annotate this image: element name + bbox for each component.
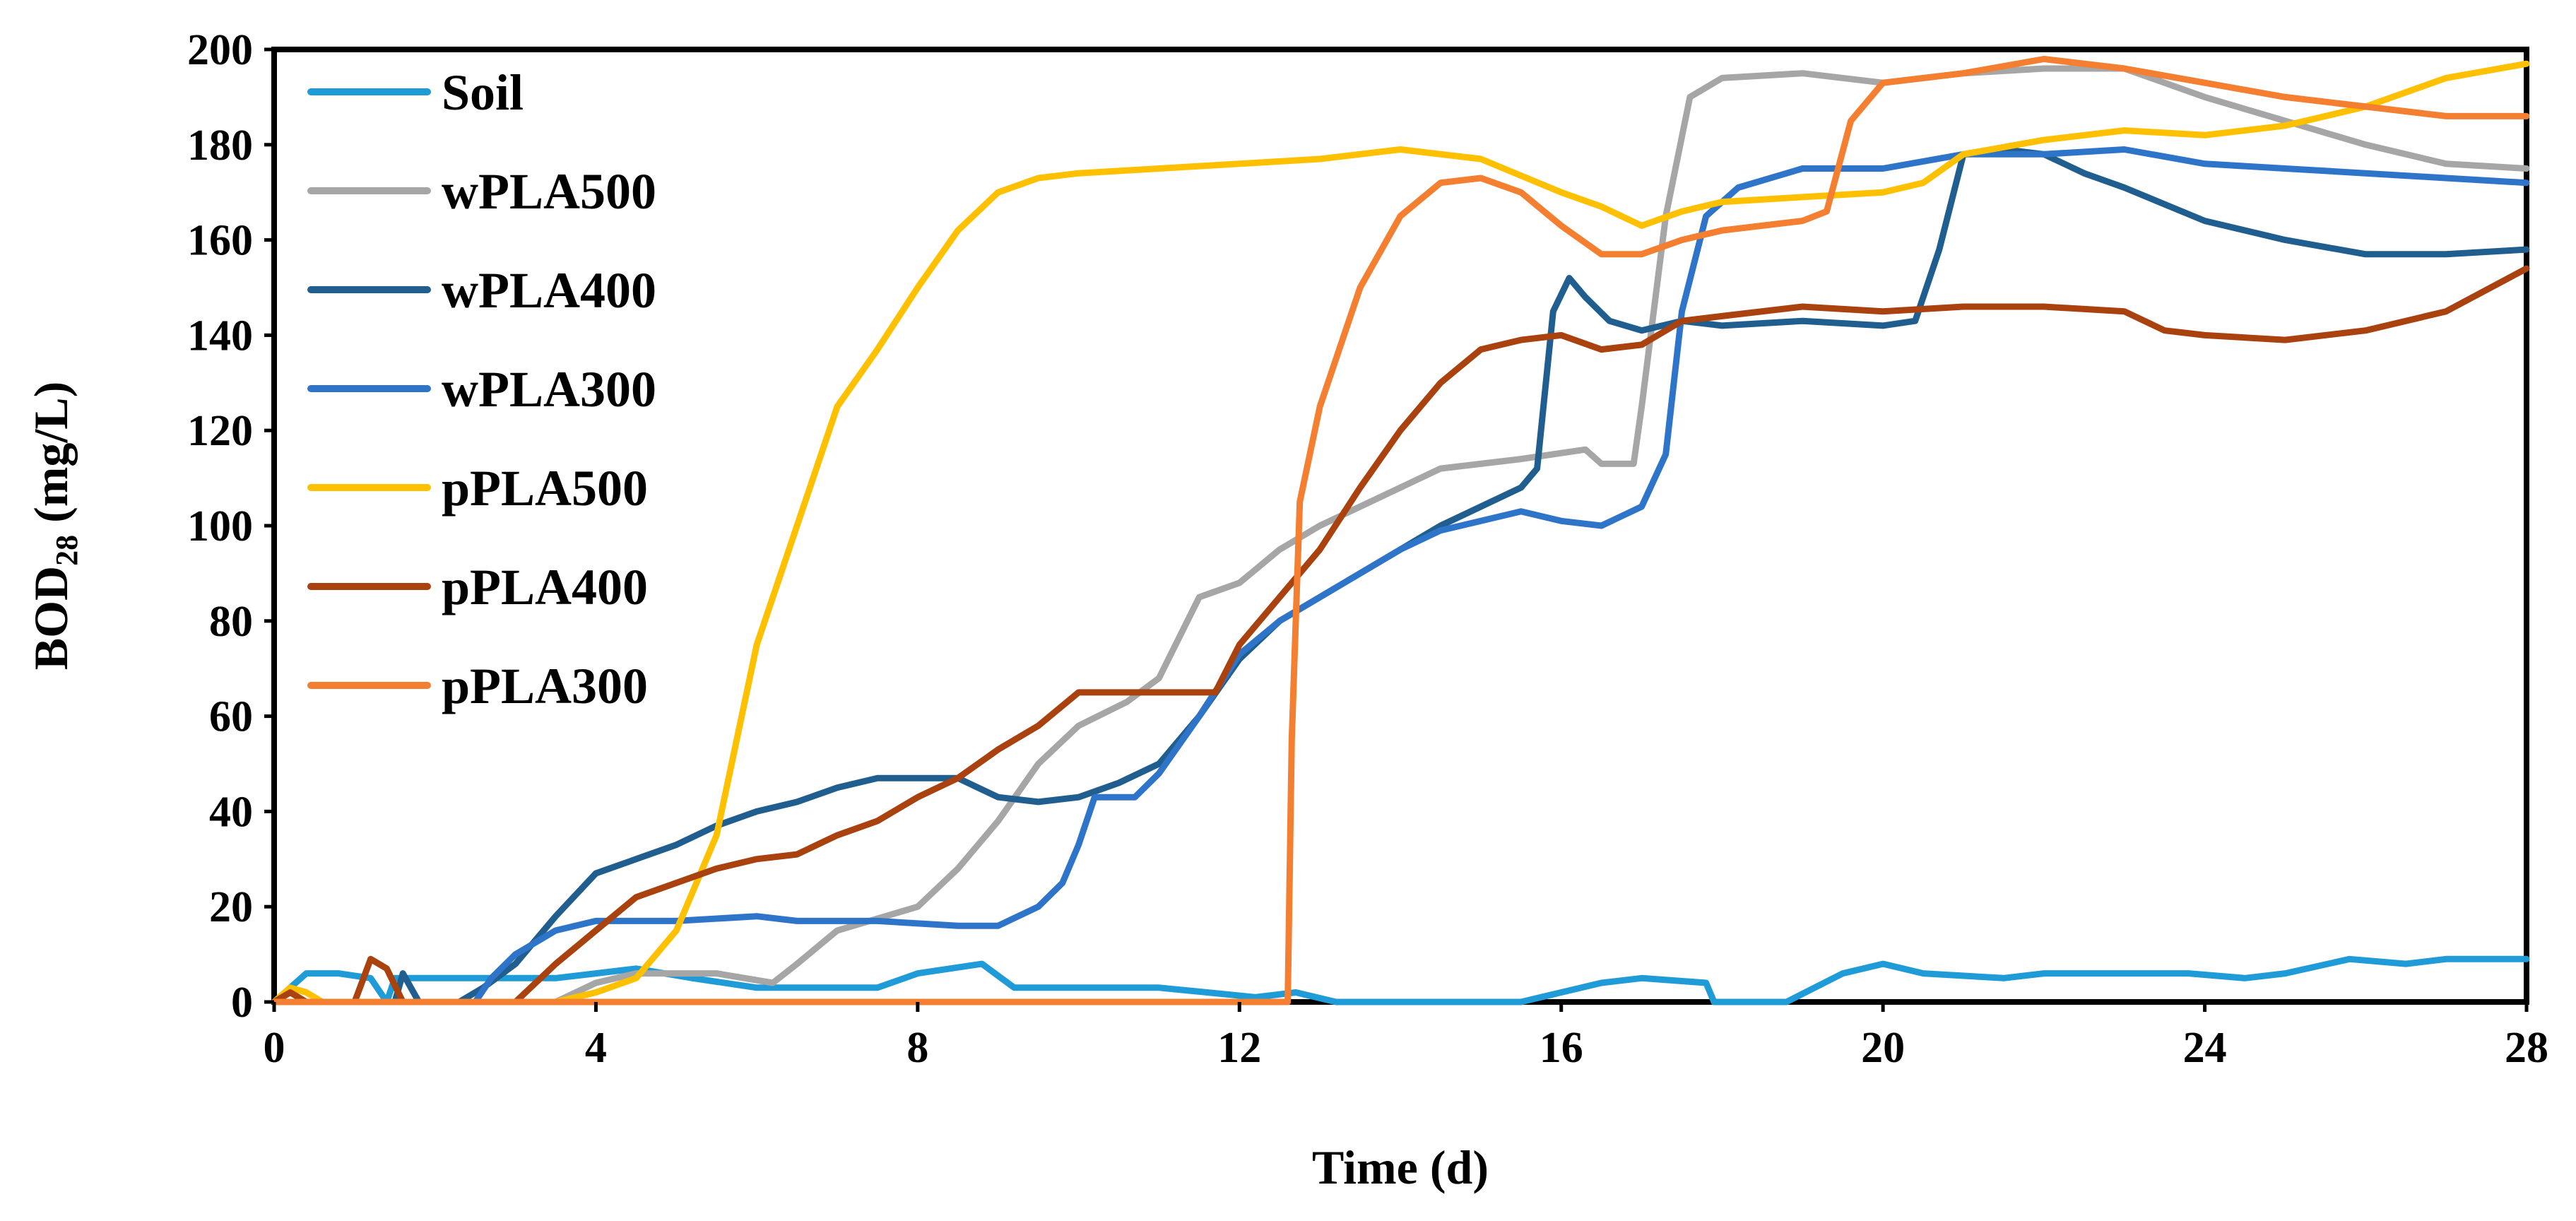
series-line-soil bbox=[271, 955, 2530, 1005]
y-tick-label: 0 bbox=[231, 979, 253, 1027]
legend-label-ppla400: pPLA400 bbox=[442, 559, 648, 615]
x-tick-label: 24 bbox=[2183, 1024, 2227, 1072]
y-axis-title-subscript: 28 bbox=[49, 535, 84, 566]
series-layer bbox=[271, 56, 2530, 1005]
legend-label-wpla400: wPLA400 bbox=[442, 262, 656, 319]
series-line-ppla400 bbox=[271, 265, 2530, 1005]
y-tick-label: 120 bbox=[187, 407, 253, 455]
legend-label-wpla300: wPLA300 bbox=[442, 361, 656, 418]
legend-label-ppla500: pPLA500 bbox=[442, 460, 648, 517]
y-tick-label: 80 bbox=[209, 598, 253, 646]
x-axis-title: Time (d) bbox=[1312, 1140, 1489, 1194]
legend-label-wpla500: wPLA500 bbox=[442, 163, 656, 220]
y-tick-label: 60 bbox=[209, 693, 253, 741]
x-tick-label: 28 bbox=[2505, 1024, 2548, 1072]
x-tick-label: 0 bbox=[264, 1024, 285, 1072]
x-tick-label: 8 bbox=[906, 1024, 928, 1072]
y-tick-label: 180 bbox=[187, 122, 253, 170]
axes-layer: 0 20 40 60 80 100 120 140 160 180 200 0 4 8 12 16 20 24 28 bbox=[187, 26, 2548, 1072]
legend-label-soil: Soil bbox=[442, 64, 524, 121]
series-line-ppla300 bbox=[271, 56, 2530, 1005]
y-tick-label: 100 bbox=[187, 502, 253, 550]
y-axis-title: BOD28 (mg/L) bbox=[24, 382, 84, 671]
y-tick-label: 140 bbox=[187, 312, 253, 360]
y-axis-title-main: BOD bbox=[24, 566, 78, 670]
x-tick-label: 12 bbox=[1217, 1024, 1261, 1072]
y-tick-label: 20 bbox=[209, 883, 253, 931]
x-tick-label: 20 bbox=[1861, 1024, 1905, 1072]
y-tick-label: 40 bbox=[209, 788, 253, 836]
y-tick-label: 160 bbox=[187, 217, 253, 265]
y-axis-title-unit: (mg/L) bbox=[24, 382, 78, 535]
legend: Soil wPLA500 wPLA400 wPLA300 pPLA500 pPLA400 p… bbox=[307, 64, 656, 714]
series-line-ppla500 bbox=[271, 60, 2530, 1005]
x-tick-label: 16 bbox=[1540, 1024, 1583, 1072]
x-tick-label: 4 bbox=[585, 1024, 607, 1072]
series-line-wpla500 bbox=[271, 65, 2530, 1005]
series-line-wpla300 bbox=[271, 146, 2530, 1005]
legend-label-ppla300: pPLA300 bbox=[442, 658, 648, 714]
y-tick-label: 200 bbox=[187, 26, 253, 74]
